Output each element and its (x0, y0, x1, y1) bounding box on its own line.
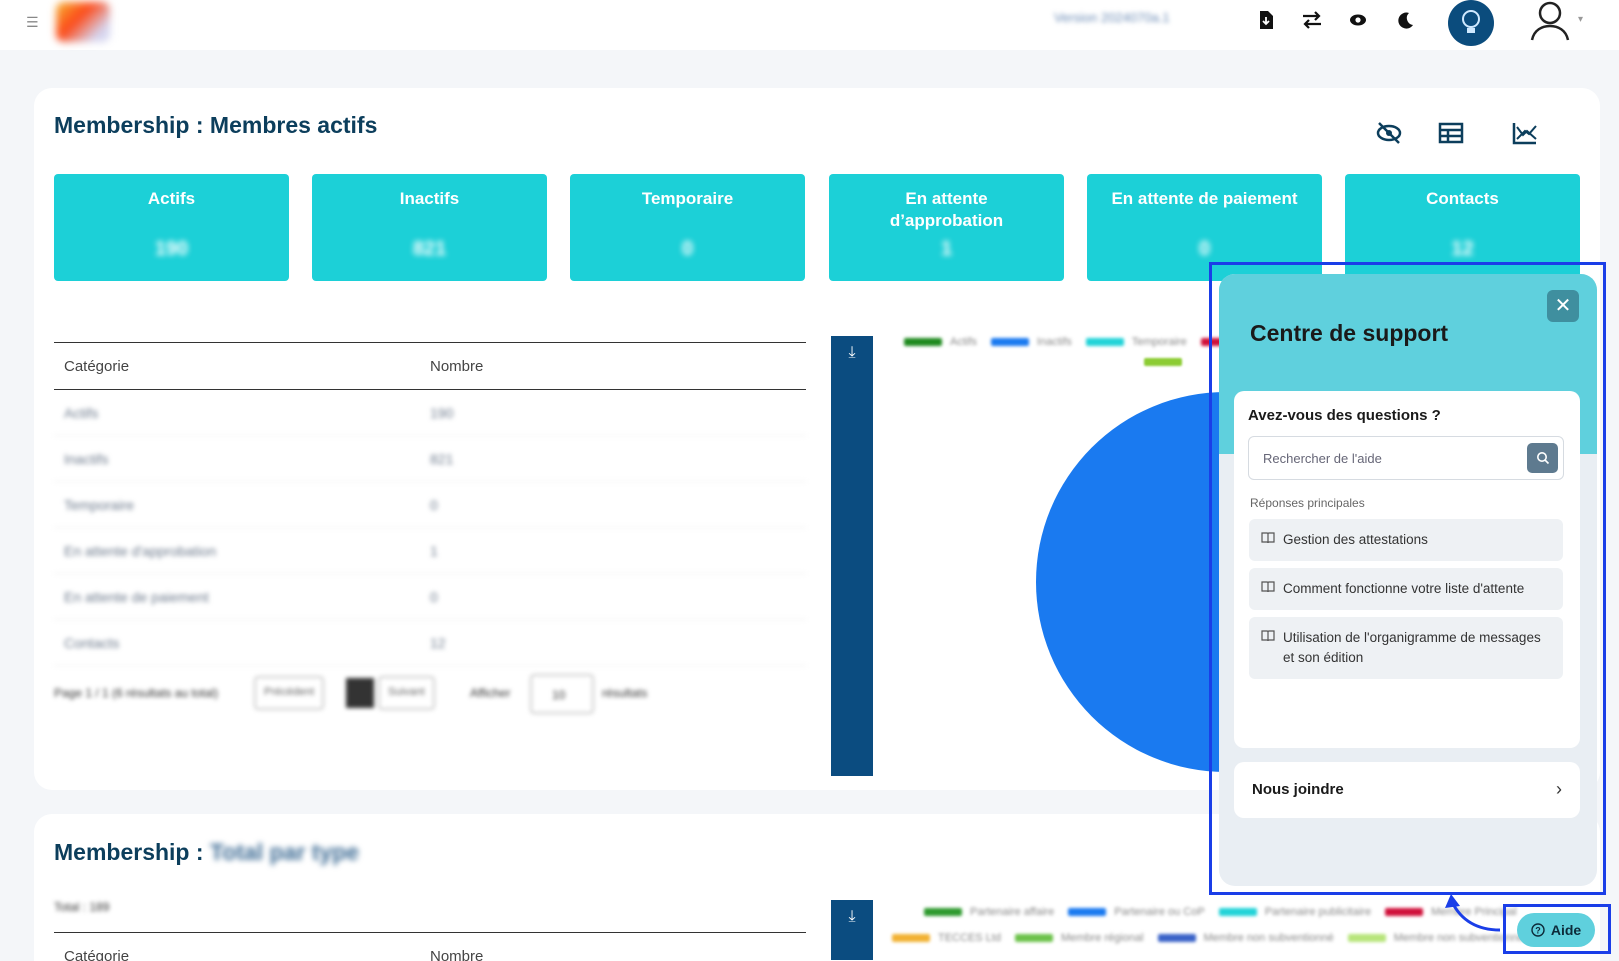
legend-swatch (1144, 358, 1182, 366)
results-label: résultats (602, 686, 648, 700)
chart-icon[interactable] (1508, 116, 1542, 150)
current-page-button[interactable] (346, 678, 374, 708)
questions-heading: Avez-vous des questions ? (1248, 407, 1441, 424)
help-article-link[interactable]: Utilisation de l'organigramme de message… (1249, 617, 1563, 679)
legend-item[interactable]: TECCES Ltd (892, 932, 1001, 944)
previous-button[interactable]: Précédent (254, 676, 325, 710)
help-button[interactable]: ? Aide (1517, 913, 1595, 947)
support-questions-card: Avez-vous des questions ? Rechercher de … (1234, 391, 1580, 748)
column-header-categorie[interactable]: Catégorie (64, 948, 130, 961)
download-chart-button[interactable]: ⤓ (831, 336, 873, 776)
lightbulb-badge-icon[interactable] (1448, 0, 1494, 46)
legend-item[interactable]: Actifs (904, 336, 977, 348)
table-row: Contacts 12 (54, 620, 806, 666)
show-label: Afficher (470, 686, 511, 700)
table-row: Actifs 190 (54, 390, 806, 436)
chart-legend: Partenaire affaire Partenaire ou CoP Par… (924, 906, 1517, 918)
app-logo[interactable] (56, 2, 110, 42)
moon-icon[interactable] (1392, 6, 1420, 34)
legend-item[interactable]: Membre régional (1014, 932, 1144, 944)
version-label: Version 2024070a.1 (1054, 10, 1170, 25)
next-button[interactable]: Suivant (378, 676, 435, 710)
legend-item[interactable]: Inactifs (990, 336, 1072, 348)
book-icon (1261, 581, 1275, 593)
chevron-down-icon[interactable]: ▾ (1578, 14, 1584, 25)
category-table: Catégorie Nombre Actifs 190 Inactifs 821 T… (54, 342, 806, 666)
table-icon[interactable] (1434, 116, 1468, 150)
stat-en-attente-paiement[interactable]: En attente de paiement 0 (1087, 174, 1322, 281)
table-row: Temporaire 0 (54, 482, 806, 528)
search-icon[interactable] (1527, 443, 1558, 473)
table-header: Catégorie Nombre (54, 342, 806, 390)
support-panel-highlight (1209, 262, 1606, 895)
aide-highlight (1503, 904, 1611, 954)
stat-en-attente-approbation[interactable]: En attente d’approbation 1 (829, 174, 1064, 281)
eye-off-icon[interactable] (1372, 116, 1406, 150)
column-header-nombre[interactable]: Nombre (430, 357, 484, 375)
card-title: Membership : Total par type (54, 839, 360, 865)
legend-item[interactable]: Temporaire (1085, 336, 1187, 348)
help-search-input[interactable]: Rechercher de l'aide (1248, 436, 1564, 480)
stat-actifs[interactable]: Actifs 190 (54, 174, 289, 281)
legend-item[interactable]: Partenaire affaire (924, 906, 1054, 918)
table-row: En attente de paiement 0 (54, 574, 806, 620)
menu-icon[interactable]: ☰ (26, 14, 39, 30)
download-icon: ⤓ (848, 908, 856, 925)
download-icon: ⤓ (848, 344, 856, 361)
pagination-summary: Page 1 / 1 (6 résultats au total) (54, 686, 219, 700)
user-icon[interactable] (1528, 0, 1572, 42)
book-icon (1261, 630, 1275, 642)
legend-item[interactable]: Membre non subventionné (1347, 932, 1524, 944)
legend-item[interactable]: Partenaire publicitaire (1218, 906, 1371, 918)
per-page-select[interactable]: 10 (530, 674, 594, 714)
card-title: Membership : Membres actifs (54, 112, 378, 138)
help-article-link[interactable]: Comment fonctionne votre liste d'attente (1249, 568, 1563, 610)
table-row: Inactifs 821 (54, 436, 806, 482)
top-bar: ☰ Version 2024070a.1 ▾ (0, 0, 1619, 50)
close-icon[interactable]: ✕ (1547, 290, 1579, 322)
help-article-link[interactable]: Gestion des attestations (1249, 519, 1563, 561)
top-answers-label: Réponses principales (1250, 496, 1365, 510)
table-row: En attente d'approbation 1 (54, 528, 806, 574)
contact-us-button[interactable]: Nous joindre › (1234, 762, 1580, 818)
stat-temporaire[interactable]: Temporaire 0 (570, 174, 805, 281)
chart-legend: Actifs Inactifs Temporaire (904, 336, 1239, 348)
legend-item[interactable]: Membre non subventionné (1157, 932, 1334, 944)
download-chart-button[interactable]: ⤓ (831, 900, 873, 960)
total-label: Total : 189 (54, 900, 110, 914)
column-header-categorie[interactable]: Catégorie (64, 357, 130, 375)
chevron-right-icon: › (1556, 779, 1562, 799)
file-download-icon[interactable] (1252, 6, 1280, 34)
support-title: Centre de support (1250, 320, 1449, 346)
stat-inactifs[interactable]: Inactifs 821 (312, 174, 547, 281)
support-center-panel: ✕ Centre de support Avez-vous des questi… (1219, 274, 1597, 886)
pointer-arrow-icon (1445, 894, 1501, 932)
swap-icon[interactable] (1298, 6, 1326, 34)
legend-item[interactable]: Partenaire ou CoP (1068, 906, 1205, 918)
help-circle-icon: ? (1531, 923, 1545, 937)
column-header-nombre[interactable]: Nombre (430, 948, 484, 961)
table-header: Catégorie Nombre (54, 932, 806, 961)
eye-icon[interactable] (1344, 6, 1372, 34)
svg-text:?: ? (1535, 926, 1541, 936)
chart-legend-row-2: TECCES Ltd Membre régional Membre non su… (892, 932, 1524, 944)
legend-item[interactable]: Membre Principal (1385, 906, 1517, 918)
pagination: Page 1 / 1 (6 résultats au total) Précéd… (54, 674, 674, 714)
book-icon (1261, 532, 1275, 544)
